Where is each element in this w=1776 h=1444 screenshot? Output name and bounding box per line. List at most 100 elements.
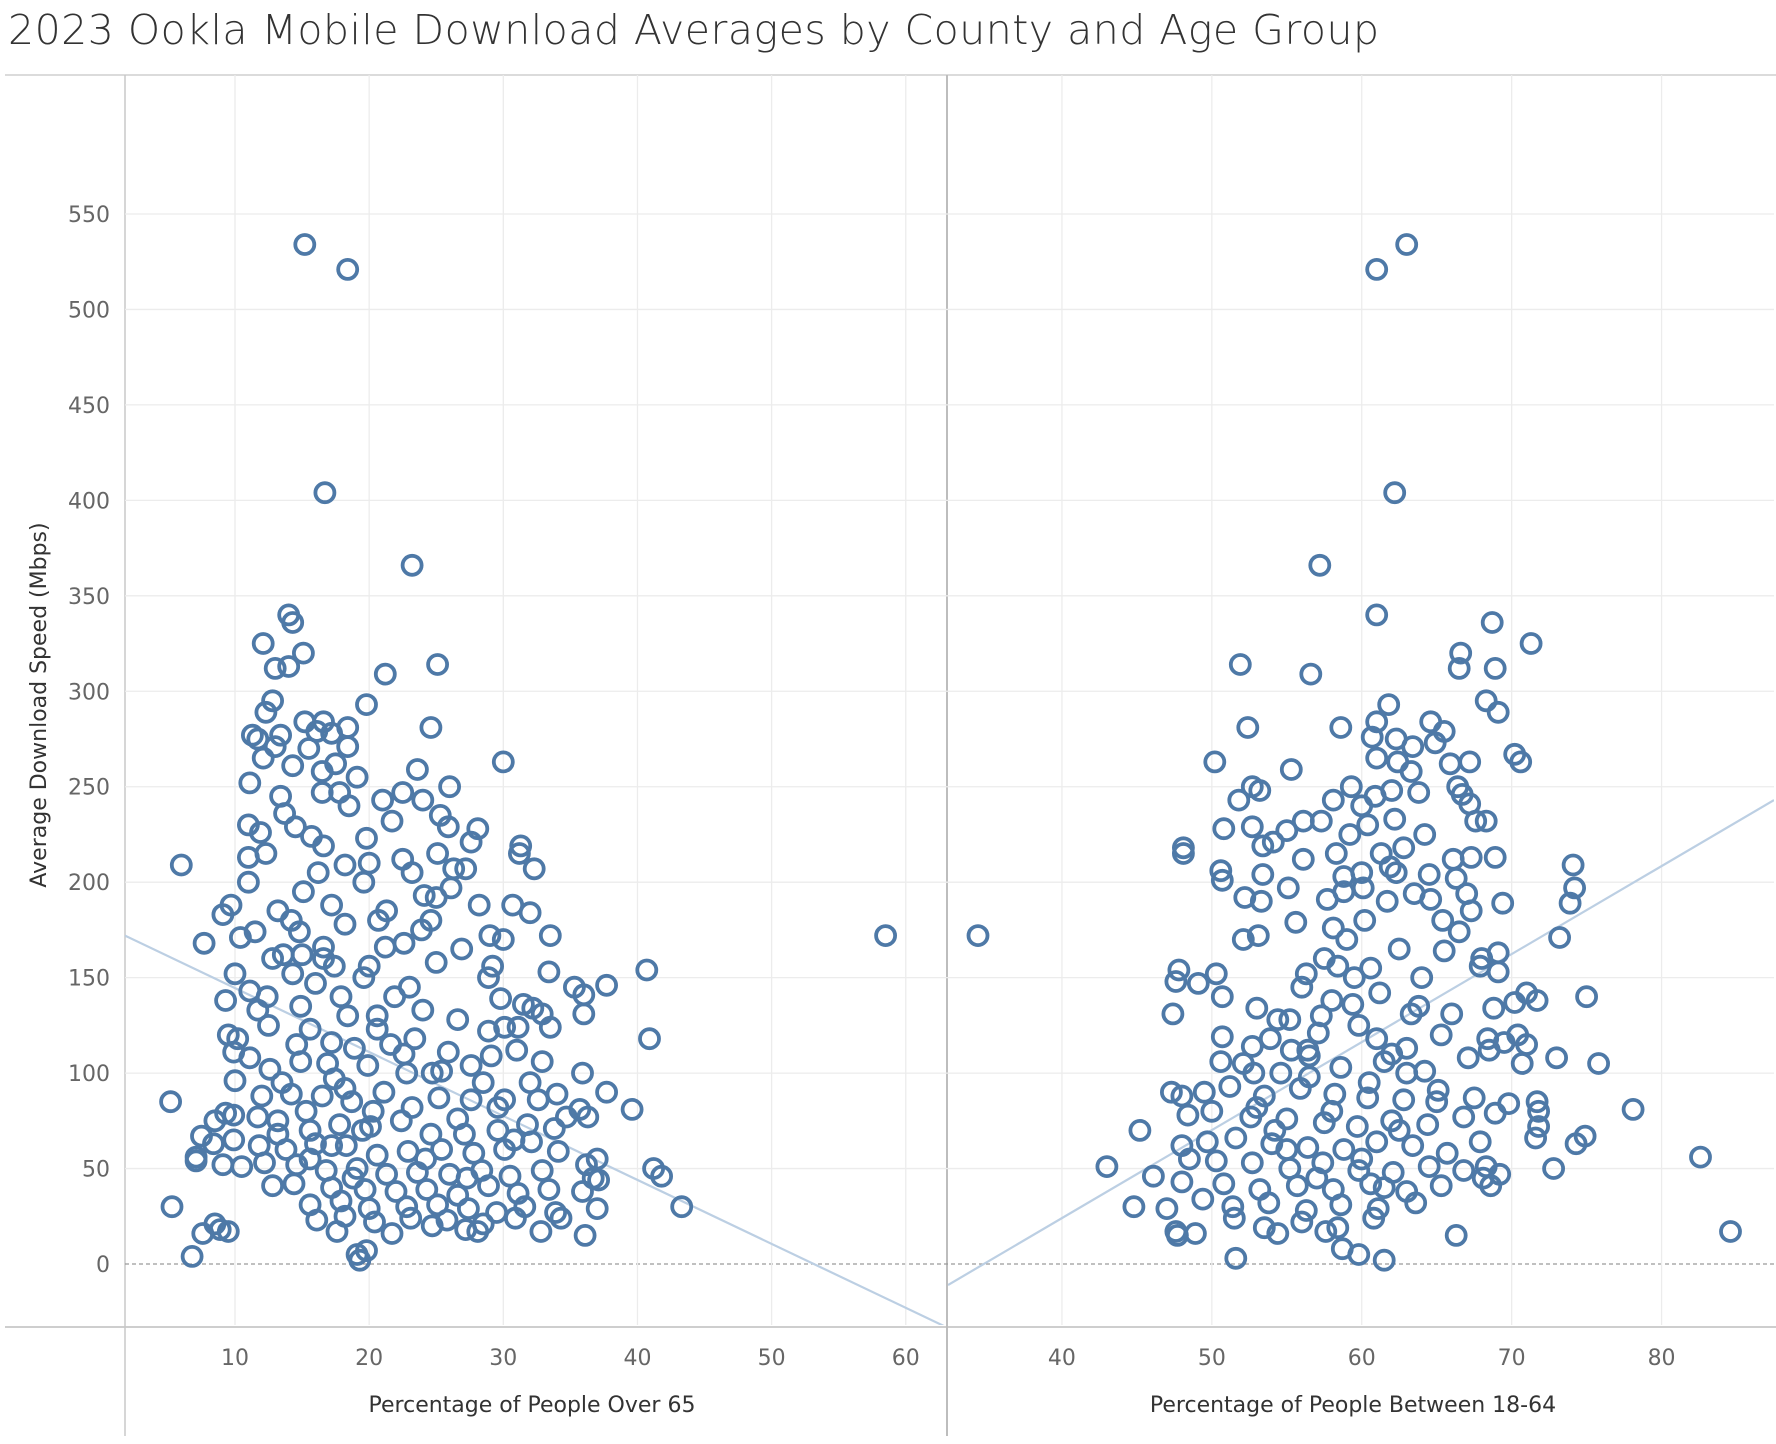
data-point [361, 1099, 385, 1123]
data-point [1365, 1027, 1389, 1051]
data-point [1285, 1174, 1309, 1198]
data-point [568, 1098, 592, 1121]
data-point [505, 1038, 529, 1062]
data-point [313, 481, 337, 505]
data-point [1314, 1220, 1338, 1243]
data-point [456, 1197, 480, 1220]
x-axis-title-18-64: Percentage of People Between 18-64 [1150, 1393, 1556, 1418]
data-point [1224, 1126, 1248, 1150]
data-point [191, 1222, 215, 1245]
data-point [1416, 1113, 1440, 1136]
data-point [211, 1153, 235, 1177]
data-point [486, 1119, 510, 1142]
data-point [1210, 985, 1234, 1009]
data-point [1329, 1193, 1353, 1217]
data-point [1210, 1025, 1234, 1049]
data-point [518, 901, 542, 925]
data-point [1509, 750, 1533, 774]
data-point [424, 951, 448, 974]
data-point [1195, 1130, 1219, 1154]
data-point [1347, 1159, 1371, 1182]
data-point [341, 1166, 365, 1190]
data-point [1573, 1124, 1597, 1148]
data-point [192, 931, 216, 955]
data-point [478, 924, 502, 947]
data-point [297, 737, 321, 760]
data-point [1419, 888, 1443, 911]
data-point [1279, 758, 1303, 781]
y-tick-label: 350 [68, 585, 110, 610]
data-point [546, 1140, 570, 1163]
data-point [380, 809, 404, 833]
data-point [283, 815, 307, 839]
data-point [391, 781, 415, 804]
data-point [226, 1027, 250, 1051]
data-point [1329, 716, 1353, 739]
data-point [1276, 876, 1300, 900]
data-point [1413, 1059, 1437, 1083]
data-point [236, 870, 260, 894]
y-tick-label: 500 [68, 298, 110, 323]
data-point [1339, 775, 1363, 799]
data-point [1278, 1008, 1302, 1031]
data-point [573, 1224, 597, 1247]
data-point [1377, 693, 1401, 716]
data-point [446, 1107, 470, 1131]
data-point [1359, 956, 1383, 980]
data-point [1447, 920, 1471, 944]
data-point [1240, 1035, 1264, 1058]
data-point [419, 716, 443, 739]
data-point [238, 771, 262, 795]
data-point [365, 1143, 389, 1167]
data-point [538, 924, 562, 947]
data-point [356, 1054, 380, 1077]
data-point [620, 1098, 644, 1121]
data-point [1263, 1119, 1287, 1142]
data-point [312, 834, 335, 858]
data-point [294, 1099, 318, 1123]
data-point [563, 975, 586, 999]
data-point [310, 1084, 334, 1108]
data-point [459, 1054, 483, 1077]
data-point [325, 1220, 349, 1243]
data-point [373, 935, 397, 959]
data-point [1204, 1149, 1228, 1173]
data-point [1242, 1061, 1266, 1085]
grid-lines [125, 75, 1774, 1325]
data-point [1222, 1206, 1246, 1230]
data-point [1380, 1042, 1404, 1066]
data-point [1545, 1046, 1568, 1070]
data-point [1483, 657, 1507, 680]
data-point [243, 920, 267, 944]
data-point [518, 1071, 542, 1094]
data-point [320, 893, 344, 917]
data-point [266, 1109, 290, 1133]
data-point [1372, 1176, 1396, 1199]
data-point [545, 1082, 569, 1106]
data-point [1356, 813, 1380, 837]
data-point [320, 1134, 344, 1157]
data-point [1227, 788, 1251, 812]
data-point [493, 1015, 517, 1039]
data-point [320, 1176, 344, 1199]
data-point [1432, 939, 1456, 963]
data-point [1212, 1172, 1236, 1196]
data-point [306, 861, 330, 884]
data-point [1245, 1096, 1269, 1119]
data-point [1350, 1147, 1374, 1171]
data-point [238, 1046, 262, 1070]
data-point [1503, 991, 1527, 1014]
data-point [337, 794, 361, 818]
data-point [1261, 830, 1285, 854]
data-point [290, 943, 314, 967]
data-point [352, 870, 376, 894]
x-tick-label: 50 [758, 1346, 786, 1371]
data-point [1209, 859, 1233, 883]
data-point [320, 1031, 344, 1054]
data-point [1095, 1155, 1119, 1178]
data-point [538, 1015, 562, 1039]
x-tick-label: 70 [1498, 1346, 1526, 1371]
data-point [391, 847, 415, 871]
data-point [537, 960, 561, 984]
data-point [223, 962, 247, 986]
